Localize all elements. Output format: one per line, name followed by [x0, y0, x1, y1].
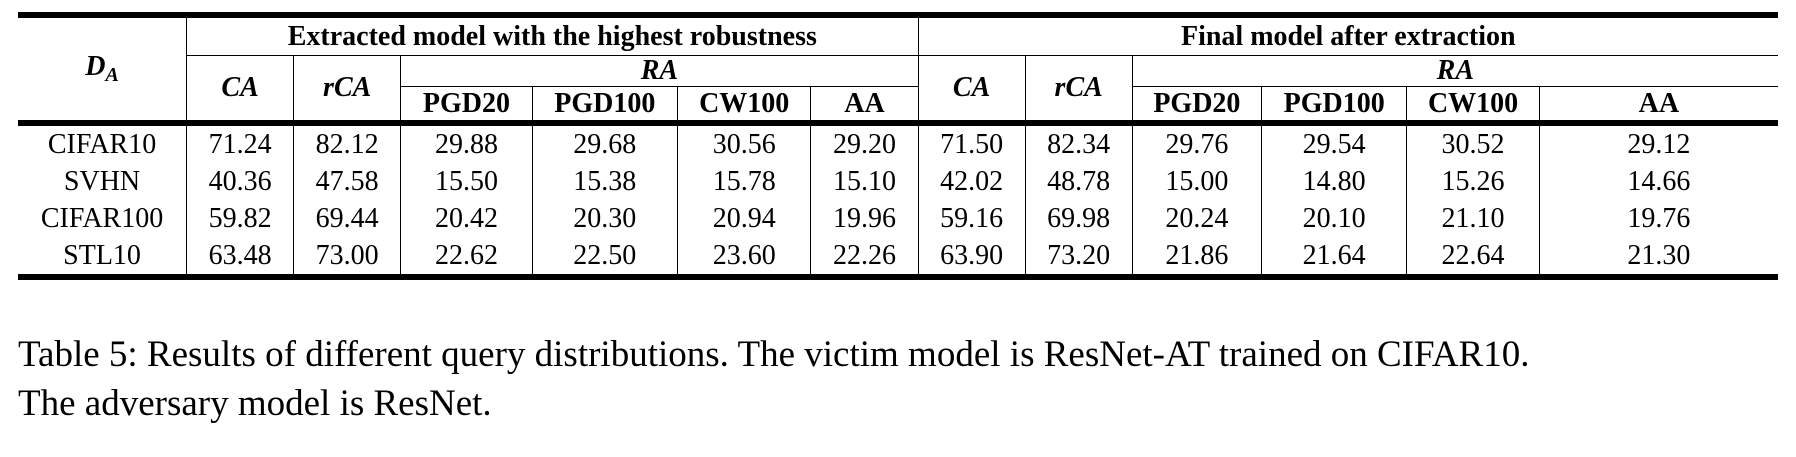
- corner-sub: A: [105, 64, 119, 86]
- value-cell: 22.64: [1406, 237, 1540, 280]
- g1-attack-header: CW100: [677, 86, 812, 126]
- value-cell: 15.10: [810, 163, 919, 200]
- dataset-cell: STL10: [18, 237, 188, 280]
- value-cell: 73.00: [293, 237, 402, 280]
- g1-ca-header: CA: [186, 55, 295, 126]
- g2-attack-header: AA: [1539, 86, 1778, 126]
- value-cell: 29.76: [1132, 123, 1263, 163]
- dataset-header: DA: [18, 12, 188, 126]
- value-cell: 19.96: [810, 200, 919, 237]
- value-cell: 15.26: [1406, 163, 1540, 200]
- value-cell: 21.64: [1261, 237, 1408, 280]
- value-cell: 20.42: [400, 200, 533, 237]
- g1-attack-header: PGD20: [400, 86, 533, 126]
- g1-ra-header: RA: [400, 55, 919, 87]
- value-cell: 15.38: [532, 163, 678, 200]
- value-cell: 21.86: [1132, 237, 1263, 280]
- g2-rca-header: rCA: [1025, 55, 1133, 126]
- value-cell: 71.24: [186, 123, 295, 163]
- value-cell: 82.12: [293, 123, 402, 163]
- value-cell: 15.50: [400, 163, 533, 200]
- value-cell: 22.62: [400, 237, 533, 280]
- caption-line-1: Table 5: Results of different query dist…: [18, 334, 1530, 375]
- g2-ra-header: RA: [1132, 55, 1778, 87]
- table-body: CIFAR10 71.24 82.12 29.88 29.68 30.56 29.20 71.…: [18, 123, 1778, 280]
- g1-attack-header: AA: [810, 86, 919, 126]
- value-cell: 15.78: [677, 163, 812, 200]
- results-table-container: DA Extracted model with the highest robu…: [18, 12, 1778, 280]
- g1-attack-header: PGD100: [532, 86, 678, 126]
- table-row: SVHN 40.36 47.58 15.50 15.38 15.78 15.10 42.02 4…: [18, 163, 1778, 200]
- value-cell: 73.20: [1025, 237, 1133, 280]
- g2-ca-header: CA: [918, 55, 1026, 126]
- value-cell: 30.56: [677, 123, 812, 163]
- value-cell: 40.36: [186, 163, 295, 200]
- value-cell: 20.24: [1132, 200, 1263, 237]
- value-cell: 63.90: [918, 237, 1026, 280]
- value-cell: 29.68: [532, 123, 678, 163]
- corner-label: D: [85, 51, 106, 82]
- results-table: DA Extracted model with the highest robu…: [18, 12, 1778, 280]
- value-cell: 19.76: [1627, 202, 1691, 234]
- caption-line-2: The adversary model is ResNet.: [18, 383, 492, 424]
- dataset-cell: CIFAR10: [18, 123, 188, 163]
- value-cell: 71.50: [918, 123, 1026, 163]
- value-cell: 22.50: [532, 237, 678, 280]
- value-cell: 29.12: [1627, 128, 1691, 160]
- g2-attack-header: PGD100: [1261, 86, 1408, 126]
- value-cell: 29.88: [400, 123, 533, 163]
- value-cell: 23.60: [677, 237, 812, 280]
- value-cell: 69.98: [1025, 200, 1133, 237]
- value-cell: 59.16: [918, 200, 1026, 237]
- g2-attack-header: PGD20: [1132, 86, 1263, 126]
- group1-header: Extracted model with the highest robustn…: [186, 12, 919, 56]
- value-cell: 20.10: [1261, 200, 1408, 237]
- group2-header: Final model after extraction: [918, 12, 1778, 56]
- value-cell: 20.30: [532, 200, 678, 237]
- table-row: STL10 63.48 73.00 22.62 22.50 23.60 22.26 63.90…: [18, 237, 1778, 280]
- value-cell: 82.34: [1025, 123, 1133, 163]
- value-cell: 42.02: [918, 163, 1026, 200]
- value-cell: 69.44: [293, 200, 402, 237]
- g1-rca-header: rCA: [293, 55, 402, 126]
- value-cell: 63.48: [186, 237, 295, 280]
- value-cell: 20.94: [677, 200, 812, 237]
- value-cell: 14.66: [1627, 165, 1691, 197]
- value-cell: 29.20: [810, 123, 919, 163]
- value-cell: 59.82: [186, 200, 295, 237]
- value-cell: 47.58: [293, 163, 402, 200]
- value-cell: 29.54: [1261, 123, 1408, 163]
- dataset-cell: SVHN: [18, 163, 188, 200]
- dataset-cell: CIFAR100: [18, 200, 188, 237]
- value-cell: 15.00: [1132, 163, 1263, 200]
- value-cell: 22.26: [810, 237, 919, 280]
- value-cell: 14.80: [1261, 163, 1408, 200]
- value-cell: 30.52: [1406, 123, 1540, 163]
- table-caption: Table 5: Results of different query dist…: [18, 330, 1788, 428]
- value-cell: 48.78: [1025, 163, 1133, 200]
- value-cell: 21.30: [1539, 237, 1778, 280]
- table-row: CIFAR10 71.24 82.12 29.88 29.68 30.56 29.20 71.…: [18, 123, 1778, 163]
- table-row: CIFAR100 59.82 69.44 20.42 20.30 20.94 19.96 59…: [18, 200, 1778, 237]
- value-cell: 21.10: [1406, 200, 1540, 237]
- g2-attack-header: CW100: [1406, 86, 1540, 126]
